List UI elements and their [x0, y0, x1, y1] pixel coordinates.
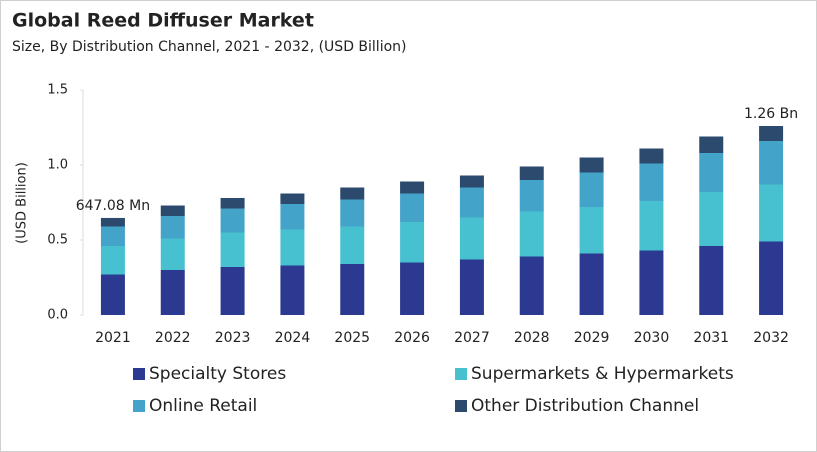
bar-segment: [280, 193, 305, 204]
legend-label: Supermarkets & Hypermarkets: [471, 364, 734, 384]
bar-segment: [220, 208, 245, 233]
bar-segment: [759, 241, 784, 315]
x-tick-label: 2028: [514, 330, 550, 346]
bar-segment: [220, 198, 245, 209]
legend-label: Specialty Stores: [149, 364, 286, 384]
legend-label: Online Retail: [149, 396, 257, 416]
bar-segment: [100, 226, 125, 246]
x-tick-label: 2030: [634, 330, 670, 346]
bar-segment: [639, 250, 664, 315]
x-tick-label: 2023: [215, 330, 251, 346]
bar-segment: [759, 141, 784, 185]
bar-segment: [519, 166, 544, 180]
y-tick-label: 1.0: [47, 158, 68, 173]
bar-segment: [400, 181, 425, 194]
x-tick-label: 2024: [275, 330, 311, 346]
bar-segment: [459, 187, 484, 218]
bar-segment: [699, 153, 724, 192]
y-tick-label: 0.0: [47, 308, 68, 323]
bar-segment: [100, 246, 125, 275]
legend-swatch: [133, 368, 145, 380]
x-tick-label: 2025: [334, 330, 370, 346]
y-axis-label: (USD Billion): [15, 162, 30, 244]
bar-segment: [759, 126, 784, 141]
bar-segment: [400, 262, 425, 315]
bar-segment: [579, 172, 604, 207]
x-tick-label: 2027: [454, 330, 490, 346]
x-tick-label: 2029: [574, 330, 610, 346]
bar-segment: [340, 187, 365, 200]
bar-segment: [579, 207, 604, 254]
bar-segment: [400, 222, 425, 263]
bar-segment: [340, 264, 365, 315]
bar-segment: [579, 157, 604, 173]
bar-segment: [639, 163, 664, 201]
bar-segment: [699, 192, 724, 246]
legend-swatch: [133, 400, 145, 412]
total-label: 647.08 Mn: [76, 198, 150, 214]
bar-segment: [519, 256, 544, 315]
bar-segment: [639, 148, 664, 164]
bar-segment: [280, 265, 305, 315]
bar-segment: [220, 232, 245, 267]
bar-segment: [519, 180, 544, 212]
bar-segment: [459, 217, 484, 260]
bar-segment: [699, 246, 724, 315]
bar-segment: [340, 226, 365, 264]
legend-swatch: [455, 400, 467, 412]
bar-segment: [579, 253, 604, 315]
bar-segment: [280, 204, 305, 230]
bar-segment: [759, 184, 784, 242]
bar-segment: [160, 205, 185, 216]
total-label: 1.26 Bn: [744, 106, 798, 122]
chart-subtitle: Size, By Distribution Channel, 2021 - 20…: [12, 39, 406, 55]
bar-segment: [699, 136, 724, 153]
bar-segment: [639, 201, 664, 251]
bar-segment: [519, 211, 544, 257]
chart-title: Global Reed Diffuser Market: [12, 10, 314, 32]
bar-segment: [459, 175, 484, 188]
legend-swatch: [455, 368, 467, 380]
y-tick-label: 1.5: [47, 83, 68, 98]
x-tick-label: 2026: [394, 330, 430, 346]
x-tick-label: 2022: [155, 330, 191, 346]
bar-segment: [280, 229, 305, 266]
bar-segment: [160, 216, 185, 239]
bar-segment: [100, 217, 125, 227]
bar-segment: [340, 199, 365, 227]
bar-segment: [400, 193, 425, 222]
x-tick-label: 2031: [693, 330, 729, 346]
bar-segment: [100, 274, 125, 315]
legend-label: Other Distribution Channel: [471, 396, 699, 416]
bar-segment: [160, 270, 185, 315]
bar-segment: [160, 238, 185, 270]
bar-segment: [220, 267, 245, 315]
x-tick-label: 2021: [95, 330, 131, 346]
x-tick-label: 2032: [753, 330, 789, 346]
y-tick-label: 0.5: [47, 233, 68, 248]
bar-segment: [459, 259, 484, 315]
